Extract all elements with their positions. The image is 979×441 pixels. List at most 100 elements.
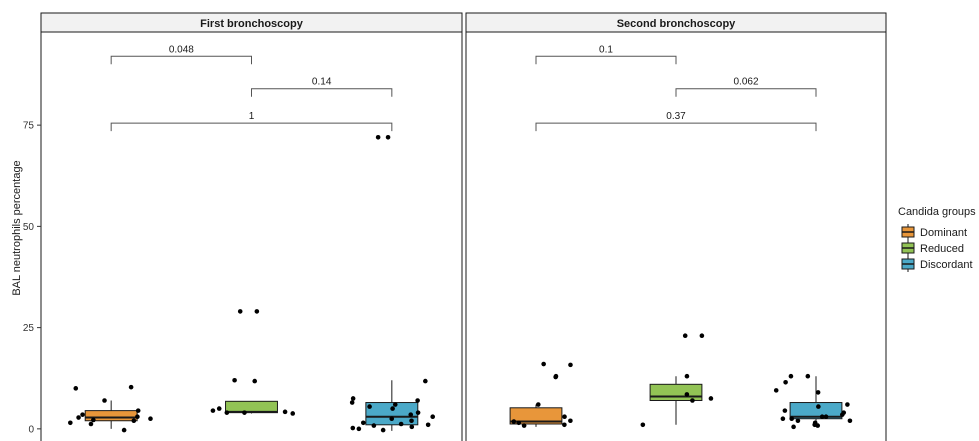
- panel-title: First bronchoscopy: [200, 18, 304, 30]
- data-point: [360, 420, 366, 426]
- data-point: [68, 420, 73, 426]
- data-point: [788, 373, 794, 379]
- y-tick-label-2: 50: [23, 222, 35, 233]
- panel-border: [465, 31, 887, 441]
- data-point: [699, 333, 705, 339]
- data-point: [782, 408, 788, 413]
- data-point: [819, 414, 825, 420]
- data-point: [708, 396, 714, 401]
- legend-item-discordant: Discordant: [901, 256, 973, 272]
- data-point: [516, 420, 522, 426]
- y-tick-label-0: 0: [28, 424, 34, 435]
- data-point: [773, 388, 779, 393]
- data-point: [511, 419, 517, 424]
- data-point: [88, 421, 94, 427]
- data-point: [847, 418, 853, 424]
- data-point: [128, 384, 134, 390]
- data-point: [252, 378, 258, 384]
- legend-title: Candida groups: [898, 206, 976, 218]
- bracket-line: [675, 88, 817, 97]
- data-point: [682, 333, 688, 339]
- data-point: [789, 416, 794, 422]
- data-point: [367, 404, 372, 409]
- box-group-reduced: [640, 333, 714, 428]
- data-point: [91, 417, 96, 423]
- data-point: [562, 414, 567, 420]
- data-point: [398, 421, 404, 427]
- box-group-dominant: [509, 361, 573, 428]
- data-point: [845, 402, 850, 407]
- data-point: [840, 412, 845, 417]
- data-point: [80, 412, 85, 417]
- data-point: [73, 386, 79, 391]
- data-point: [242, 410, 247, 415]
- panels: First bronchoscopy 0.048 0.14 1 Second bronc…: [40, 12, 887, 441]
- data-point: [282, 409, 288, 415]
- data-point: [371, 423, 377, 428]
- data-point: [349, 400, 355, 405]
- data-point: [430, 414, 436, 420]
- box: [789, 402, 843, 420]
- data-point: [254, 309, 260, 314]
- legend-label: Reduced: [920, 243, 964, 255]
- data-point: [783, 379, 788, 385]
- data-point: [380, 427, 386, 433]
- comparison-bracket-2: 0.14: [251, 77, 393, 97]
- data-point: [795, 418, 801, 424]
- data-point: [232, 377, 237, 383]
- legend-label: Dominant: [920, 227, 967, 239]
- p-value-label: 0.1: [599, 44, 613, 55]
- comparison-bracket-1: 0.1: [535, 44, 677, 65]
- data-point: [385, 134, 391, 140]
- y-tick-label-3: 75: [23, 121, 35, 132]
- legend-item-reduced: Reduced: [901, 240, 964, 256]
- data-point: [521, 423, 527, 428]
- data-point: [389, 416, 395, 422]
- data-point: [535, 402, 541, 407]
- p-value-label: 1: [249, 111, 255, 122]
- data-point: [815, 423, 821, 428]
- data-point: [690, 398, 695, 403]
- comparison-bracket-2: 0.062: [675, 77, 817, 97]
- data-point: [131, 418, 137, 424]
- data-point: [791, 424, 796, 430]
- data-point: [805, 373, 811, 379]
- bracket-line: [535, 122, 817, 132]
- data-point: [210, 408, 216, 413]
- data-point: [224, 410, 230, 415]
- p-value-label: 0.048: [169, 44, 194, 55]
- bracket-line: [251, 88, 393, 97]
- box: [649, 383, 703, 402]
- data-point: [640, 422, 646, 428]
- data-point: [290, 411, 296, 416]
- legend: Candida groups Dominant Reduced Discordant: [898, 206, 976, 272]
- box-group-discordant: [773, 373, 853, 430]
- comparison-bracket-3: 0.37: [535, 111, 817, 132]
- p-value-label: 0.37: [666, 111, 686, 122]
- data-point: [684, 392, 690, 397]
- data-point: [76, 415, 81, 420]
- data-point: [684, 373, 690, 379]
- data-point: [425, 422, 431, 428]
- data-point: [135, 414, 140, 420]
- data-point: [102, 398, 107, 403]
- box: [509, 407, 563, 425]
- data-point: [350, 425, 356, 431]
- panel-border: [40, 31, 463, 441]
- legend-label: Discordant: [920, 259, 973, 271]
- panel-2: Second bronchoscopy 0.1 0.062 0.37: [465, 12, 887, 441]
- data-point: [541, 361, 546, 367]
- data-point: [135, 408, 141, 413]
- bracket-line: [535, 55, 677, 65]
- data-point: [823, 414, 829, 420]
- panel-title: Second bronchoscopy: [617, 18, 736, 30]
- data-point: [216, 406, 222, 411]
- data-point: [562, 422, 567, 428]
- comparison-bracket-3: 1: [110, 111, 393, 132]
- data-point: [121, 427, 127, 433]
- p-value-label: 0.14: [312, 77, 332, 88]
- data-point: [390, 406, 395, 411]
- data-point: [815, 390, 821, 395]
- data-point: [568, 418, 573, 424]
- data-point: [780, 416, 786, 422]
